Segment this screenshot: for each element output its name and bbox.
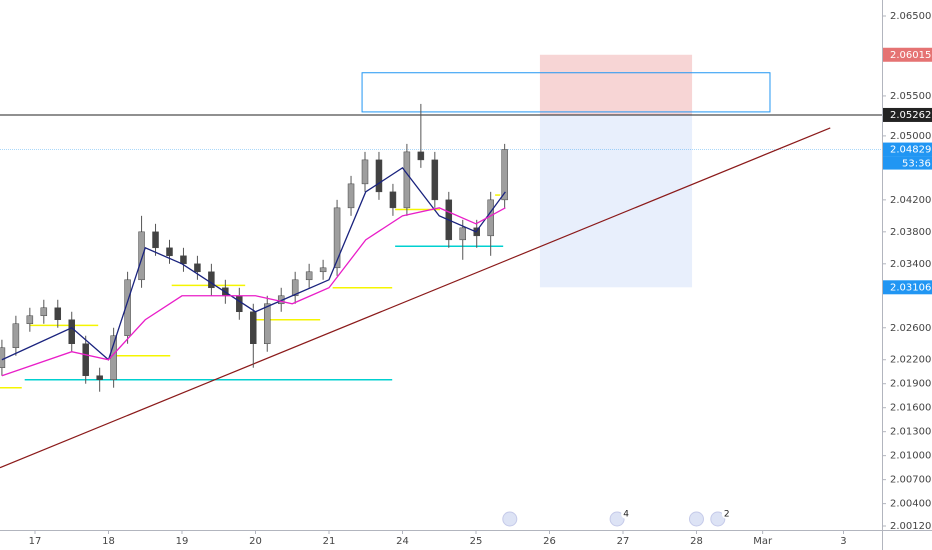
x-tick-label: 18 <box>102 536 115 547</box>
candle-body <box>417 151 425 161</box>
candle-body <box>54 307 62 321</box>
y-tick-label: 2.05500 <box>890 91 931 102</box>
y-tick-label: 2.01600 <box>890 403 931 414</box>
event-count-bg <box>721 509 732 519</box>
candle-body <box>208 271 215 289</box>
x-tick-label: Mar <box>753 536 773 547</box>
x-tick-label: 21 <box>323 536 336 547</box>
candle-body <box>487 199 494 237</box>
y-tick-label: 2.03400 <box>890 259 931 270</box>
y-tick-label: 2.00400 <box>890 499 931 510</box>
event-icon <box>502 511 518 527</box>
event-count: 4 <box>623 510 629 520</box>
x-tick-label: 3 <box>840 536 846 547</box>
y-tick-label: 2.02600 <box>890 323 931 334</box>
moving-average <box>1 166 506 361</box>
y-tick-label: 2.02200 <box>890 355 931 366</box>
x-tick-label: 24 <box>396 536 409 547</box>
x-tick-label: 26 <box>543 536 556 547</box>
candle-body <box>152 231 159 249</box>
event-count: 2 <box>724 510 730 520</box>
y-tick-label: 2.01900 <box>890 379 931 390</box>
candle-body <box>138 231 145 281</box>
y-tick-label: 2.04200 <box>890 195 931 206</box>
candle-body <box>459 227 467 241</box>
y-tick-label: 2.03800 <box>890 227 931 238</box>
candle-body <box>305 271 313 281</box>
candle-body <box>250 311 257 344</box>
countdown: 53:36 <box>902 159 931 170</box>
y-tick-label: 2.05000 <box>890 131 931 142</box>
candle-body <box>68 319 75 344</box>
y-tick-label: 2.01000 <box>890 451 931 462</box>
price-label-box <box>883 142 932 157</box>
candle-body <box>180 255 187 265</box>
x-tick-label: 17 <box>29 536 42 547</box>
x-tick-label: 19 <box>176 536 189 547</box>
candle-body <box>194 263 201 273</box>
x-tick-label: 25 <box>470 536 483 547</box>
candle-body <box>389 191 397 209</box>
candle-body <box>347 183 355 209</box>
candle-body <box>0 347 6 368</box>
y-tick-label: 2.01300 <box>890 427 931 438</box>
event-icon <box>609 511 625 527</box>
candle-body <box>82 343 89 376</box>
position-target <box>539 54 693 115</box>
candle-body <box>333 207 341 269</box>
price-label-box <box>883 107 932 122</box>
candle-body <box>375 159 383 193</box>
price-label: 2.06015 <box>890 50 931 61</box>
moving-average <box>1 207 506 377</box>
candle-body <box>361 159 369 185</box>
position-stop <box>539 114 693 288</box>
candle-body <box>263 303 271 344</box>
price-label-box <box>883 280 932 295</box>
candle-body <box>501 149 508 201</box>
candle-body <box>236 295 243 313</box>
candle-body <box>166 247 173 257</box>
candle-body <box>26 315 34 325</box>
candle-body <box>40 307 48 317</box>
price-label-box <box>883 47 932 62</box>
candle-body <box>12 323 20 348</box>
y-tick-label: 2.00700 <box>890 475 931 486</box>
x-tick-label: 27 <box>617 536 630 547</box>
zone <box>361 72 771 113</box>
price-label: 2.04829 <box>890 145 931 156</box>
candle-body <box>291 279 299 297</box>
event-count-bg <box>621 509 632 519</box>
countdown-box <box>883 156 932 170</box>
candle-body <box>319 267 327 273</box>
x-tick-label: 28 <box>690 536 703 547</box>
price-label: 2.03106 <box>890 282 931 293</box>
y-tick-label: 2.06500 <box>890 11 931 22</box>
candle-body <box>403 151 411 209</box>
event-icon <box>710 511 726 527</box>
trendline <box>0 127 831 469</box>
event-icon <box>688 511 704 527</box>
candle-body <box>431 159 439 201</box>
y-tick-label: 2.00120 <box>890 521 931 532</box>
candle-body <box>124 279 131 336</box>
x-tick-label: 20 <box>249 536 262 547</box>
candle-body <box>96 375 103 380</box>
price-label: 2.05262 <box>890 110 931 121</box>
